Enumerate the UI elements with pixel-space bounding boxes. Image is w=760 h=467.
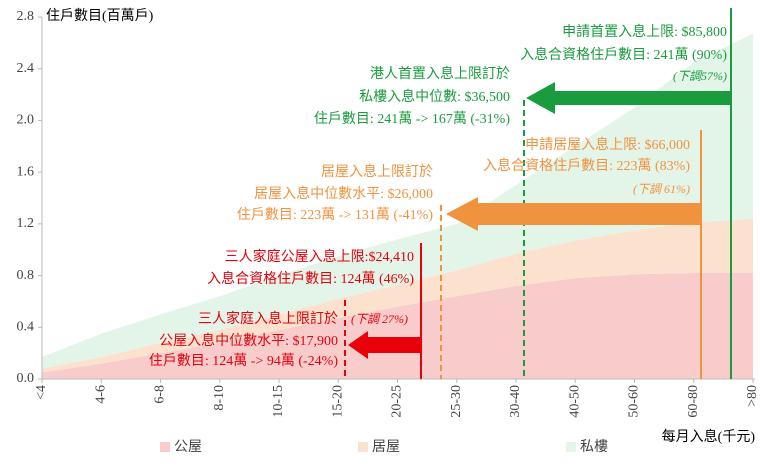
annotation: 港人首置入息上限訂於 [370,65,510,82]
arrow [446,197,700,231]
area [42,33,753,369]
legend-swatch [358,442,368,452]
y-tick-label: 2.0 [17,113,35,128]
x-tick-label: 15-20 [330,385,345,418]
annotation: 三人家庭入息上限訂於 [198,310,338,327]
arrow [348,331,420,359]
annotation: 入息合資格住戶數目: 241萬 (90%) [520,46,727,63]
annotation: 三人家庭公屋入息上限:$24,410 [225,248,414,265]
x-tick-label: 40-50 [567,385,582,418]
annotation: 私樓入息中位數: $36,500 [359,88,510,105]
area [42,272,753,379]
x-tick-label: 6-8 [153,385,168,404]
x-axis-label: 每月入息(千元) [662,428,756,445]
y-tick-label: 0.4 [17,320,35,335]
legend-swatch [160,442,170,452]
annotation: 住戶數目: 241萬 -> 167萬 (-31%) [314,111,510,127]
x-tick-label: 30-40 [508,385,523,418]
annotation: 入息合資格住戶數目: 124萬 (46%) [207,270,414,287]
annotation: 入息合資格住戶數目: 223萬 (83%) [483,157,690,174]
y-tick-label: 0.8 [17,268,35,283]
x-tick-label: 20-25 [390,385,405,418]
x-tick-label: 50-60 [627,385,642,418]
y-tick-label: 0.0 [17,371,35,386]
y-tick-label: 2.8 [17,9,35,24]
y-tick-label: 1.6 [17,164,35,179]
annotation: 居屋入息上限訂於 [321,163,433,180]
x-tick-label: 8-10 [212,385,227,411]
legend-swatch [566,442,576,452]
legend-label: 公屋 [174,440,202,455]
y-tick-label: 2.4 [17,61,35,76]
x-tick-label: 10-15 [271,385,286,418]
legend-label: 私樓 [580,439,608,455]
annotation: 住戶數目: 223萬 -> 131萬 (-41%) [237,207,433,223]
annotation: 申請首置入息上限: $85,800 [562,23,727,40]
x-tick-label: >80 [745,385,760,407]
annotation: 住戶數目: 124萬 -> 94萬 (-24%) [149,353,338,369]
annotation: 公屋入息中位數水平: $17,900 [159,332,338,349]
x-tick-label: <4 [34,385,49,400]
area [42,218,753,373]
annotation: 申請居屋入息上限: $66,000 [525,136,690,153]
x-tick-label: 60-80 [686,385,701,418]
y-axis-label: 住戶數目(百萬戶) [46,8,154,24]
annotation: (下調 61%) [633,182,690,196]
annotation: (下調57%) [673,69,727,83]
annotation: (下調 27%) [351,312,408,326]
areas [42,33,753,379]
x-tick-label: 4-6 [93,385,108,404]
x-tick-label: 25-30 [449,385,464,418]
y-tick-label: 1.2 [17,216,35,231]
annotation: 居屋入息中位數水平: $26,000 [254,185,433,202]
arrow [526,82,730,114]
legend-label: 居屋 [372,440,400,455]
